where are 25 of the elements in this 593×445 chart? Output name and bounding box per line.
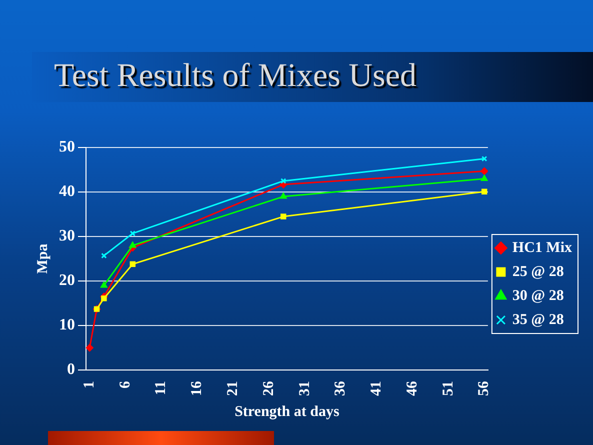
y-tick-label: 30 [59, 228, 75, 245]
x-tick-label: 1 [81, 381, 98, 388]
x-tick-label: 26 [260, 380, 277, 396]
x-tick-label: 6 [117, 380, 134, 388]
chart-title: Test Results of Mixes Used [54, 58, 417, 95]
legend-label: 30 @ 28 [512, 288, 564, 304]
x-tick-label: 21 [225, 381, 242, 396]
x-tick-label: 56 [476, 380, 492, 396]
legend-label: 35 @ 28 [512, 312, 564, 328]
x-tick-label: 41 [368, 381, 385, 396]
legend-label: HC1 Mix [512, 240, 572, 256]
x-tick-label: 51 [440, 381, 456, 396]
x-axis-title: Strength at days [234, 404, 340, 420]
y-axis-title: Mpa [34, 243, 51, 274]
x-tick-label: 46 [404, 380, 420, 396]
x-tick-label: 16 [189, 380, 206, 396]
y-tick-label: 50 [59, 138, 75, 156]
y-tick-label: 20 [59, 272, 75, 290]
x-tick-label: 31 [296, 381, 313, 396]
x-tick-label: 11 [153, 381, 170, 396]
y-tick-label: 10 [59, 316, 75, 334]
x-tick-label: 36 [332, 380, 349, 396]
y-tick-label: 40 [59, 183, 75, 200]
legend-label: 25 @ 28 [512, 264, 564, 280]
y-tick-label: 0 [67, 361, 75, 378]
